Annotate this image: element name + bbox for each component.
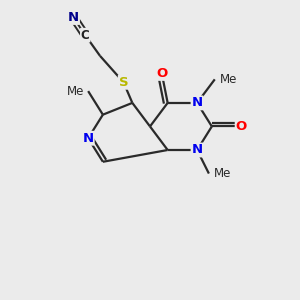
Text: N: N [68, 11, 79, 24]
Text: O: O [236, 120, 247, 133]
Text: Me: Me [220, 73, 238, 86]
Text: O: O [156, 67, 167, 80]
Text: N: N [82, 132, 94, 145]
Text: S: S [119, 76, 128, 89]
Text: Me: Me [67, 85, 85, 98]
Text: Me: Me [214, 167, 232, 180]
Text: C: C [81, 29, 90, 42]
Text: N: N [191, 143, 203, 157]
Text: N: N [191, 96, 203, 110]
